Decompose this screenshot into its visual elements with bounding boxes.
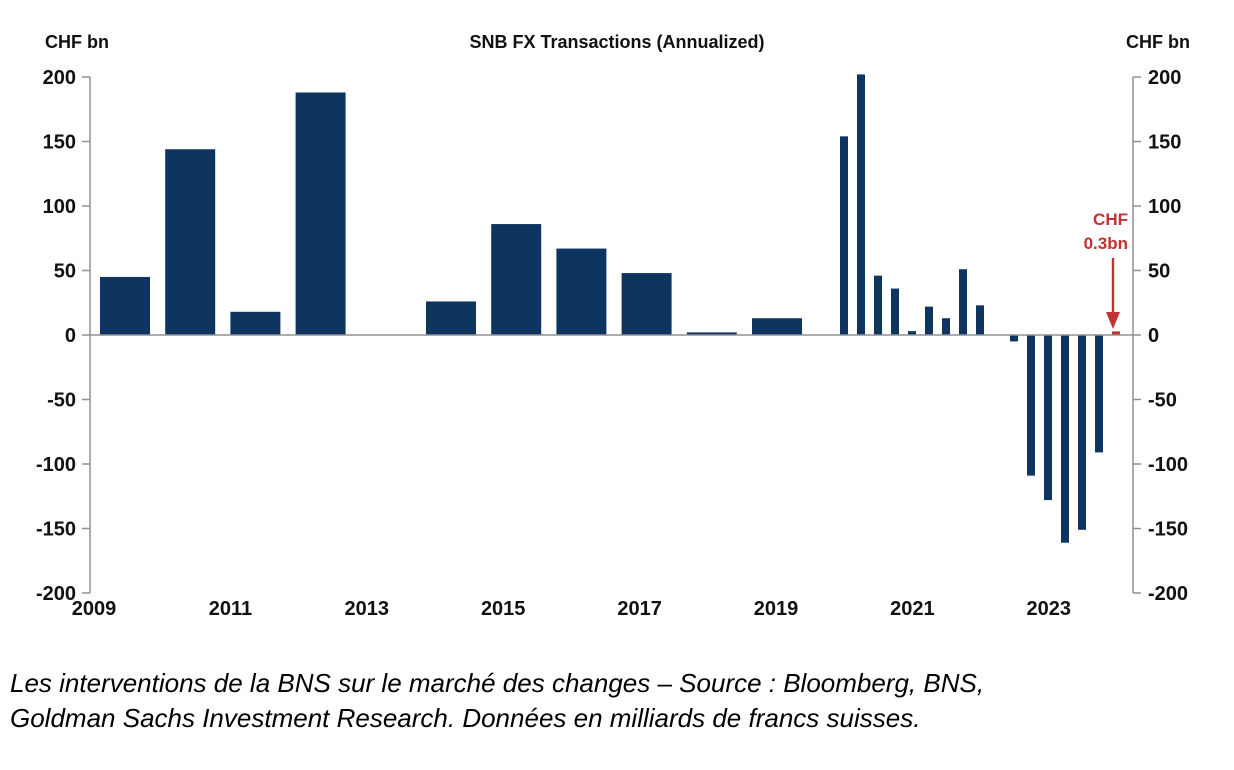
caption-line-1: Les interventions de la BNS sur le march… [10,668,985,698]
bar-quarter-2020Q4 [891,288,899,335]
right-axis-tick-label: 100 [1148,196,1181,218]
bar-year-2019 [752,318,802,335]
bar-quarter-2021Q1 [908,331,916,335]
right-axis-tick-label: 200 [1148,67,1181,89]
left-axis-tick-label: 100 [43,196,76,218]
annotation-text-line2: 0.3bn [1084,234,1128,253]
right-axis-tick-label: -200 [1148,583,1188,605]
x-axis-label-2009: 2009 [72,598,117,620]
bar-year-2018 [686,332,737,335]
right-axis-tick-label: 50 [1148,261,1170,283]
right-axis-unit-label: CHF bn [1126,32,1190,52]
right-axis-tick-label: -100 [1148,454,1188,476]
bar-quarter-2023Q4 [1095,335,1103,453]
bar-quarter-2020Q2 [857,74,865,336]
bar-quarter-2020Q1 [840,136,848,335]
left-axis-tick-label: -100 [36,454,76,476]
bar-year-2015 [491,224,542,335]
bar-year-2014 [426,301,476,335]
left-axis-tick-label: -200 [36,583,76,605]
bar-quarter-2023Q1 [1044,335,1052,501]
x-axis-label-2013: 2013 [345,598,390,620]
bar-quarter-2020Q3 [874,275,882,335]
left-axis-tick-label: 50 [54,261,76,283]
bar-quarter-2021Q4 [959,269,967,335]
right-axis-tick-label: 0 [1148,325,1159,347]
bar-year-2010 [165,149,216,335]
figure-caption: Les interventions de la BNS sur le march… [10,666,1220,736]
bar-chart-plot-area: 200 200 150 150 100 100 50 50 0 0 -50 -50 -100 -100 -1… [36,67,1188,620]
bar-year-2017 [621,273,672,335]
x-axis-label-2023: 2023 [1027,598,1072,620]
right-axis-tick-label: -150 [1148,519,1188,541]
x-axis-label-2015: 2015 [481,598,526,620]
x-axis-label-2019: 2019 [754,598,799,620]
bar-quarter-2021Q3 [942,318,950,335]
x-axis-label-2017: 2017 [617,598,662,620]
right-axis-tick-label: -50 [1148,390,1177,412]
caption-line-2: Goldman Sachs Investment Research. Donné… [10,703,921,733]
bar-quarter-2021Q2 [925,306,933,335]
bar-quarter-2023Q3 [1078,335,1086,530]
bar-quarter-2024Q1 [1112,331,1120,335]
left-axis-tick-label: 150 [43,132,76,154]
left-axis-unit-label: CHF bn [45,32,109,52]
x-axis-label-2021: 2021 [890,598,935,620]
left-axis-tick-label: 200 [43,67,76,89]
bar-quarter-2022Q4 [1027,335,1035,476]
right-axis-tick-label: 150 [1148,132,1181,154]
left-axis-tick-label: -50 [47,390,76,412]
bar-quarter-2023Q2 [1061,335,1069,543]
bar-quarter-2022Q1 [976,305,984,335]
bar-year-2009 [100,276,150,335]
annotation-arrow-head [1106,312,1120,329]
bar-year-2016 [556,248,607,335]
left-axis-tick-label: 0 [65,325,76,347]
bar-year-2012 [295,92,346,335]
x-axis-label-2011: 2011 [209,598,252,620]
bar-quarter-2022Q3 [1010,335,1018,342]
left-axis-tick-label: -150 [36,519,76,541]
bar-year-2011 [230,311,281,335]
annotation-text-line1: CHF [1093,210,1128,229]
